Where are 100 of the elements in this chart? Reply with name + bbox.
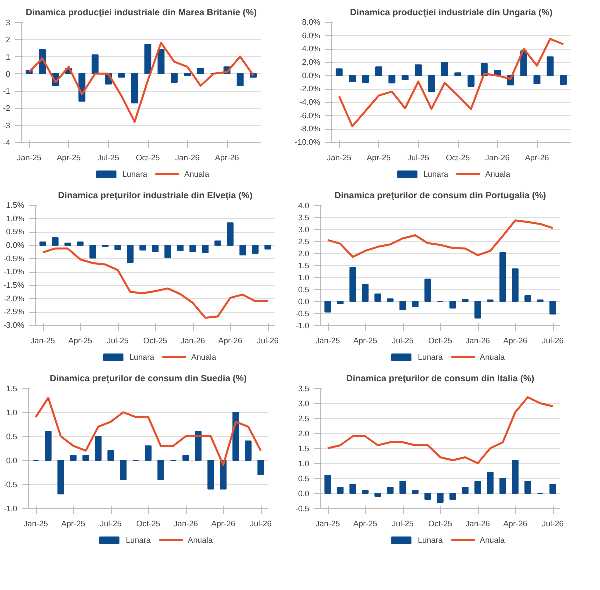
y-tick-label: 1.0 — [298, 274, 310, 282]
y-tick-label: 0.5 — [298, 474, 310, 484]
legend-label: Lunara — [130, 352, 154, 362]
bar — [232, 412, 240, 461]
y-tick-label: -0.5% — [4, 254, 25, 264]
y-tick-label: -1.0% — [4, 268, 25, 277]
x-tick-label: Jan-25 — [316, 520, 341, 528]
y-tick-label: -10.0% — [295, 138, 321, 147]
bar — [197, 68, 204, 74]
bar — [64, 242, 72, 246]
bar — [500, 252, 506, 302]
x-tick-label: Jul-25 — [107, 336, 130, 346]
bar — [350, 267, 356, 302]
bar — [144, 44, 152, 74]
bar — [208, 460, 214, 490]
y-tick-label: 1.0 — [6, 408, 18, 418]
y-tick-label: -1.0 — [296, 322, 310, 330]
bar — [195, 431, 202, 461]
legend-label: Anuala — [184, 169, 210, 179]
legend-label: Anuala — [188, 535, 213, 545]
x-tick-label: Apr-25 — [68, 336, 94, 346]
bar — [58, 460, 64, 495]
y-tick-label: 3.0 — [298, 400, 310, 408]
x-tick-label: Jan-25 — [316, 336, 341, 346]
x-tick-label: Apr-25 — [61, 520, 86, 528]
y-tick-label: -2.0% — [4, 294, 25, 304]
x-tick-label: Jan-25 — [30, 336, 56, 346]
bar — [240, 245, 246, 256]
bar — [400, 481, 406, 494]
chart-title: Dinamica producţiei industriale din Ungaria (%) — [350, 8, 553, 18]
y-tick-label: 8.0% — [302, 18, 320, 27]
bar — [362, 284, 369, 302]
bar — [52, 238, 59, 246]
bar — [140, 245, 146, 251]
bar — [264, 245, 272, 250]
x-tick-label: Oct-25 — [136, 154, 161, 162]
x-tick-label: Apr-26 — [211, 520, 236, 528]
bar — [500, 478, 506, 494]
bar — [550, 484, 556, 494]
line-series — [28, 42, 255, 123]
x-tick-label: Jan-25 — [17, 154, 42, 162]
legend-label: Anuala — [192, 352, 216, 362]
legend-label: Anuala — [480, 352, 505, 362]
y-tick-label: -2 — [3, 104, 12, 114]
bar — [524, 295, 532, 302]
bar — [95, 436, 102, 461]
bar — [450, 493, 456, 500]
chart-title: Dinamica preţurilor de consum din Suedia (%) — [50, 374, 248, 384]
bar — [487, 472, 494, 494]
y-tick-label: 2.5 — [298, 238, 310, 246]
legend-label: Lunara — [122, 169, 148, 179]
x-tick-label: Apr-25 — [353, 520, 378, 528]
y-tick-label: 0.0 — [6, 456, 18, 466]
chart-title: Dinamica preţurilor de consum din Italia (%) — [346, 374, 535, 384]
bar — [90, 245, 96, 259]
chart-title: Dinamica preţurilor industriale din Elveţia (%) — [58, 190, 253, 200]
bar — [428, 75, 436, 92]
bar — [92, 54, 99, 74]
legend-label: Lunara — [424, 169, 448, 179]
x-tick-label: Jul-25 — [98, 154, 120, 162]
bar — [374, 493, 382, 497]
y-tick-label: -3.0% — [4, 321, 25, 330]
chart-title: Dinamica preţurilor de consum din Portugalia (%) — [334, 190, 546, 200]
y-tick-label: -1.5% — [4, 281, 25, 290]
y-tick-label: 0.0 — [298, 298, 310, 306]
bar — [468, 75, 475, 87]
y-tick-label: 2.5 — [298, 414, 310, 424]
legend-label: Lunara — [418, 535, 443, 545]
y-tick-label: 1.5% — [6, 201, 24, 210]
y-tick-label: 0.5% — [6, 228, 24, 237]
x-tick-label: Jul-26 — [542, 520, 564, 528]
bar — [336, 68, 343, 76]
y-tick-label: 0.0 — [298, 490, 310, 498]
y-tick-label: -3 — [3, 121, 12, 130]
x-tick-label: Apr-26 — [503, 520, 528, 528]
bar — [388, 75, 396, 84]
bar — [450, 301, 456, 309]
bar — [400, 301, 406, 310]
legend-label: Anuala — [480, 535, 505, 545]
y-tick-label: -2.0% — [300, 84, 321, 94]
bar — [412, 301, 419, 308]
x-tick-label: Jan-26 — [466, 520, 491, 528]
bar — [252, 245, 259, 254]
x-tick-label: Apr-25 — [56, 154, 82, 162]
bar — [462, 487, 469, 494]
bar — [152, 245, 159, 252]
x-tick-label: Apr-26 — [218, 336, 244, 346]
line-series — [35, 397, 262, 466]
bar — [337, 487, 344, 494]
bar — [424, 278, 432, 302]
bar — [437, 493, 444, 503]
x-tick-label: Oct-25 — [428, 336, 454, 346]
x-tick-label: Jan-26 — [175, 154, 200, 162]
x-tick-label: Jan-26 — [466, 336, 491, 346]
x-tick-label: Oct-25 — [428, 520, 454, 528]
y-tick-label: 0.5 — [298, 286, 310, 294]
y-tick-label: -0.5 — [296, 504, 310, 514]
bar — [45, 431, 52, 461]
x-tick-label: Oct-25 — [136, 520, 162, 528]
x-tick-label: Jul-26 — [542, 336, 564, 346]
